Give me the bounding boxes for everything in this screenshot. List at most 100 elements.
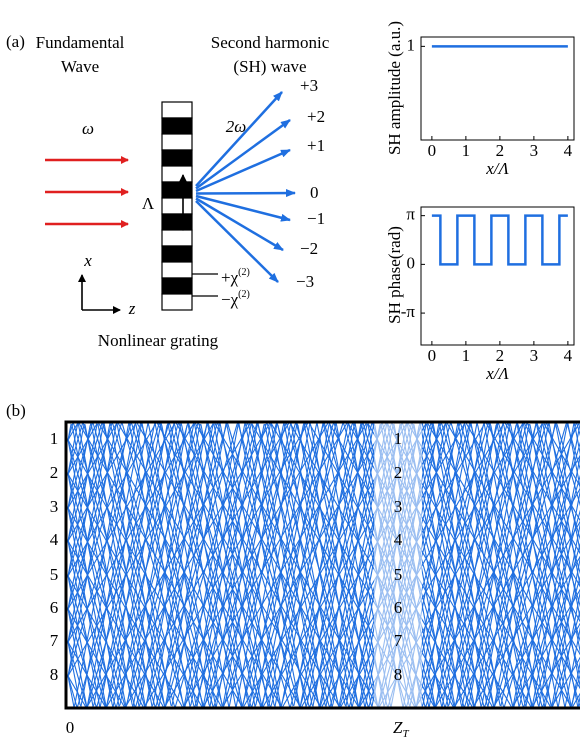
sh-arrow	[195, 148, 291, 193]
ray	[67, 422, 580, 708]
label: (SH) wave	[233, 57, 306, 76]
ray	[67, 422, 580, 708]
x-tick-label: 0	[428, 141, 437, 160]
period: Λ	[142, 194, 155, 213]
grating	[161, 101, 193, 311]
axis-z: z	[128, 299, 136, 318]
ray	[67, 422, 580, 708]
image-label: 8	[394, 665, 403, 684]
ray	[67, 422, 580, 708]
source-label: 5	[50, 565, 59, 584]
x-tick-label: 3	[530, 346, 539, 365]
ray	[67, 422, 580, 708]
sh-arrow	[195, 197, 284, 252]
ray	[67, 422, 580, 708]
image-label: 3	[394, 497, 403, 516]
sh-arrows: +3 +2 +1 0 −1 −2 −3	[195, 76, 325, 291]
image-label: 1	[394, 429, 403, 448]
ray	[67, 422, 580, 708]
order-label: +1	[307, 136, 325, 155]
sh-arrow	[195, 194, 291, 222]
axis-x: x	[83, 251, 92, 270]
x-end: ZT	[393, 718, 409, 739]
source-label: 1	[50, 429, 59, 448]
order-label: −3	[296, 272, 314, 291]
image-label: 4	[394, 530, 403, 549]
ray	[67, 422, 580, 708]
ray	[67, 422, 580, 708]
ray	[67, 422, 580, 708]
axes-arrows	[78, 274, 121, 314]
ray	[67, 422, 580, 708]
ray	[67, 422, 580, 708]
grating-block	[161, 149, 193, 167]
x-tick-label: 2	[496, 141, 505, 160]
two-omega: 2ω	[226, 117, 247, 136]
ray	[67, 422, 580, 708]
grating-block	[161, 229, 193, 247]
ray	[67, 422, 580, 708]
panel-label: (b)	[6, 401, 26, 420]
charts: 0 1 2 3 4 1 x/Λ SH amplitude (a.u.) 0 1 2 3 4 π 0 -π x/Λ…	[385, 21, 575, 383]
source-label: 6	[50, 598, 59, 617]
order-label: +3	[300, 76, 318, 95]
y-axis-label: SH phase(rad)	[385, 226, 404, 324]
x-tick-label: 3	[530, 141, 539, 160]
chi-minus: −χ(2)	[221, 289, 250, 309]
order-label: 0	[310, 183, 319, 202]
grating-block	[161, 261, 193, 279]
image-label: 2	[394, 463, 403, 482]
carpet	[67, 422, 580, 708]
source-label: 3	[50, 497, 59, 516]
x-tick-label: 1	[462, 346, 471, 365]
ray	[67, 422, 580, 708]
order-label: −1	[307, 209, 325, 228]
x-axis-label: x/Λ	[485, 159, 509, 178]
plot-frame	[420, 206, 575, 346]
source-label: 8	[50, 665, 59, 684]
x-tick-label: 2	[496, 346, 505, 365]
label: Wave	[61, 57, 99, 76]
caption: Nonlinear grating	[98, 331, 219, 350]
image-plane	[374, 422, 422, 708]
panel-label: (a)	[6, 32, 25, 51]
grating-block	[161, 133, 193, 151]
grating-block	[161, 101, 193, 119]
ray	[67, 422, 580, 708]
y-axis-label: SH amplitude (a.u.)	[385, 21, 404, 155]
chi-leaders	[192, 273, 218, 297]
ray	[67, 422, 580, 708]
omega: ω	[82, 119, 94, 138]
y-tick-label: 1	[407, 35, 416, 54]
x-tick-label: 4	[564, 346, 573, 365]
grating-block	[161, 181, 193, 199]
grating-block	[161, 117, 193, 135]
sh-arrow	[195, 118, 291, 190]
order-label: −2	[300, 239, 318, 258]
labels: 1 2 3 4 5 6 7 8 1 2 3 4 5 6 7 8	[50, 429, 403, 684]
grating-block	[161, 293, 193, 311]
ray	[67, 422, 580, 708]
ray	[67, 422, 580, 708]
grating-block	[161, 213, 193, 231]
ray	[67, 422, 580, 708]
x-tick-label: 4	[564, 141, 573, 160]
ray	[67, 422, 580, 708]
y-tick-label: 0	[407, 253, 416, 272]
y-tick-label: -π	[401, 302, 416, 321]
ray	[67, 422, 580, 708]
order-label: +2	[307, 107, 325, 126]
ray	[67, 422, 580, 708]
label: Fundamental	[36, 33, 125, 52]
source-label: 2	[50, 463, 59, 482]
y-tick-label: π	[406, 205, 415, 224]
source-label: 7	[50, 631, 59, 650]
chi-plus: +χ(2)	[221, 267, 250, 287]
data-line	[431, 214, 568, 266]
image-label: 5	[394, 565, 403, 584]
x-tick-label: 0	[428, 346, 437, 365]
sh-arrow	[195, 91, 283, 187]
ray	[67, 422, 580, 708]
x-axis-label: x/Λ	[485, 364, 509, 383]
